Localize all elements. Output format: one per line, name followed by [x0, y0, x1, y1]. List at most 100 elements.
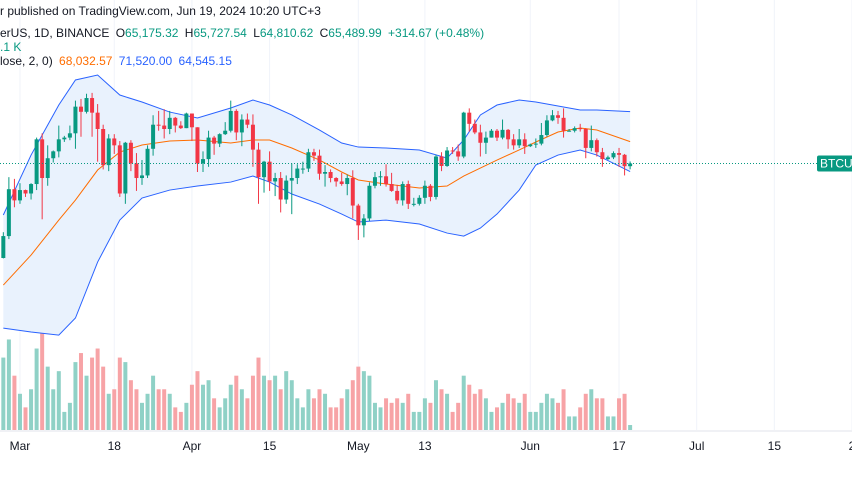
- candle-body: [300, 168, 305, 170]
- candle-body: [605, 157, 610, 160]
- header-bb: lose, 2, 0) 68,032.57 71,520.00 64,545.1…: [0, 54, 232, 68]
- candle-body: [6, 189, 11, 237]
- candle-body: [528, 144, 533, 147]
- volume-layer: [1, 330, 633, 430]
- candle-body: [223, 130, 228, 135]
- volume-bar: [389, 402, 394, 430]
- candle-body: [134, 163, 139, 179]
- volume-bar: [234, 375, 239, 430]
- bb-lower-value: 64,545.15: [179, 54, 233, 68]
- header-volume: .1 K: [0, 40, 21, 54]
- candle-body: [167, 117, 172, 129]
- candle-body: [217, 134, 222, 144]
- band-fill: [3, 74, 631, 336]
- volume-bar: [511, 398, 516, 430]
- volume-bar: [250, 375, 255, 430]
- candle-body: [151, 124, 156, 149]
- candle-body: [117, 145, 122, 194]
- candle-body: [51, 151, 56, 159]
- candle-body: [106, 138, 111, 166]
- candle-body: [483, 137, 488, 143]
- candle-body: [267, 161, 272, 182]
- candle-body: [367, 185, 372, 219]
- volume-bar: [78, 353, 83, 430]
- x-tick-label: 17: [612, 439, 626, 453]
- candle-body: [517, 139, 522, 146]
- volume-bar: [622, 393, 627, 430]
- volume-bar: [589, 389, 594, 430]
- candle-body: [539, 135, 544, 144]
- candle-body: [467, 112, 472, 124]
- candle-body: [145, 148, 150, 176]
- ohlc-key: C: [320, 26, 329, 40]
- candle-body: [628, 163, 633, 167]
- ohlc-value: 65,175.32: [125, 26, 179, 40]
- candles-layer: [1, 92, 633, 259]
- candle-body: [572, 128, 577, 131]
- volume-bar: [522, 393, 527, 430]
- volume-bar: [245, 398, 250, 430]
- volume-bar: [112, 389, 117, 430]
- candle-body: [311, 152, 316, 156]
- candle-body: [162, 125, 167, 129]
- candle-body: [29, 184, 34, 194]
- x-tick-label: Apr: [183, 439, 202, 453]
- ohlc-value: 64,810.62: [260, 26, 314, 40]
- volume-bar: [56, 371, 61, 430]
- x-tick-label: Jul: [689, 439, 704, 453]
- candle-body: [356, 205, 361, 226]
- volume-bar: [378, 407, 383, 430]
- candle-body: [56, 139, 61, 152]
- candle-body: [461, 112, 466, 157]
- volume-bar: [539, 402, 544, 430]
- volume-bar: [162, 389, 167, 430]
- candle-body: [40, 139, 45, 179]
- ohlc-key: H: [185, 26, 194, 40]
- volume-bar: [289, 380, 294, 430]
- volume-bar: [533, 411, 538, 430]
- candle-body: [212, 137, 217, 144]
- candle-body: [406, 184, 411, 204]
- volume-bar: [572, 416, 577, 430]
- volume-bar: [151, 375, 156, 430]
- candle-body: [511, 139, 516, 146]
- candle-body: [506, 129, 511, 140]
- volume-bar: [295, 398, 300, 430]
- volume-bar: [350, 380, 355, 430]
- volume-bar: [472, 393, 477, 430]
- candle-body: [189, 113, 194, 128]
- candle-body: [400, 184, 405, 201]
- volume-bar: [62, 411, 67, 430]
- volume-bar: [311, 398, 316, 430]
- volume-bar: [278, 389, 283, 430]
- volume-bar: [123, 362, 128, 430]
- candle-body: [345, 178, 350, 185]
- volume-bar: [256, 357, 261, 430]
- volume-bar: [605, 416, 610, 430]
- volume-bar: [12, 375, 17, 430]
- candle-body: [178, 125, 183, 129]
- candle-body: [67, 133, 72, 138]
- volume-bar: [173, 407, 178, 430]
- candle-body: [239, 119, 244, 133]
- volume-bar: [456, 402, 461, 430]
- volume-bar: [422, 398, 427, 430]
- volume-bar: [489, 411, 494, 430]
- candle-body: [306, 152, 311, 169]
- volume-bar: [406, 393, 411, 430]
- candle-body: [295, 168, 300, 179]
- volume-bar: [201, 384, 206, 430]
- symbol: erUS, 1D, BINANCE: [0, 26, 109, 40]
- candle-body: [445, 150, 450, 166]
- candle-body: [128, 142, 133, 164]
- candle-body: [556, 115, 561, 118]
- volume-bar: [550, 398, 555, 430]
- candle-body: [450, 150, 455, 152]
- volume-bar: [439, 389, 444, 430]
- candle-body: [611, 153, 616, 158]
- change: +314.67 (+0.48%): [388, 26, 484, 40]
- candle-body: [561, 117, 566, 131]
- candle-body: [262, 161, 267, 178]
- candle-body: [95, 112, 100, 129]
- candle-body: [156, 124, 161, 126]
